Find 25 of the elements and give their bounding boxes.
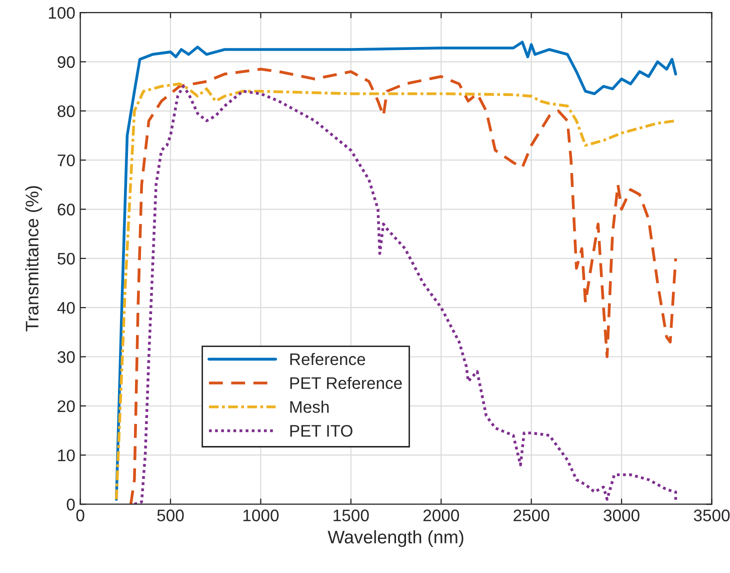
y-tick-label: 30 [58,351,75,363]
x-tick-label: 2500 [514,510,550,522]
x-tick-label: 500 [157,510,184,522]
legend-label: PET ITO [290,424,352,437]
x-tick-label: 1500 [334,510,369,522]
legend-label: Reference [290,352,366,366]
y-tick-label: 80 [58,105,75,118]
y-axis-title: Transmittance (%) [25,186,42,332]
legend-label: PET Reference [290,376,402,390]
y-tick-label: 40 [57,302,75,314]
x-tick-label: 0 [76,510,84,522]
y-tick-label: 10 [58,449,75,462]
x-tick-label: 3000 [604,510,640,522]
y-tick-label: 60 [58,204,75,216]
y-tick-label: 70 [58,154,75,166]
y-tick-label: 20 [58,400,75,412]
y-tick-label: 0 [66,498,75,510]
y-tick-label: 100 [48,7,75,19]
legend-label: Mesh [290,400,329,413]
x-tick-label: 1000 [243,510,279,522]
x-tick-label: 3500 [694,510,730,522]
x-tick-label: 2000 [423,510,460,522]
y-tick-label: 90 [58,56,75,68]
y-tick-label: 50 [58,252,75,265]
x-axis-title: Wavelength (nm) [328,530,464,548]
